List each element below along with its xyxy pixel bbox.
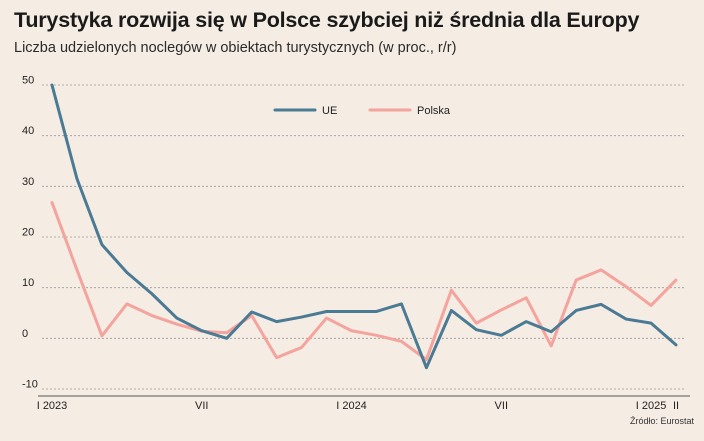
y-tick-label: 50 xyxy=(22,75,34,87)
x-tick-label: I 2024 xyxy=(336,400,367,412)
x-axis-tick-labels: I 2023 VII I 2024 VII I 2025 II xyxy=(37,400,679,412)
y-tick-label: 30 xyxy=(22,176,34,188)
legend: UE Polska xyxy=(275,105,451,117)
x-tick-label: I 2025 xyxy=(636,400,667,412)
y-tick-label: -10 xyxy=(22,379,38,391)
series-line-polska xyxy=(52,203,676,360)
series-lines xyxy=(52,85,676,368)
legend-label: Polska xyxy=(417,105,451,117)
source-note: Źródło: Eurostat xyxy=(630,416,694,426)
y-tick-label: 0 xyxy=(22,328,28,340)
y-tick-label: 20 xyxy=(22,227,34,239)
legend-label: UE xyxy=(322,105,337,117)
x-tick-label: I 2023 xyxy=(37,400,68,412)
y-axis-tick-labels: -10 0 10 20 30 40 50 xyxy=(22,75,38,391)
series-line-ue xyxy=(52,85,676,368)
x-tick-label: II xyxy=(673,400,679,412)
y-tick-label: 10 xyxy=(22,277,34,289)
line-chart: -1001020304050 I 2023 VII I 2024 VII I 2025 I… xyxy=(0,0,704,441)
y-tick-label: 40 xyxy=(22,125,34,137)
x-tick-label: VII xyxy=(495,400,508,412)
x-tick-label: VII xyxy=(195,400,208,412)
grid-lines xyxy=(42,85,686,389)
